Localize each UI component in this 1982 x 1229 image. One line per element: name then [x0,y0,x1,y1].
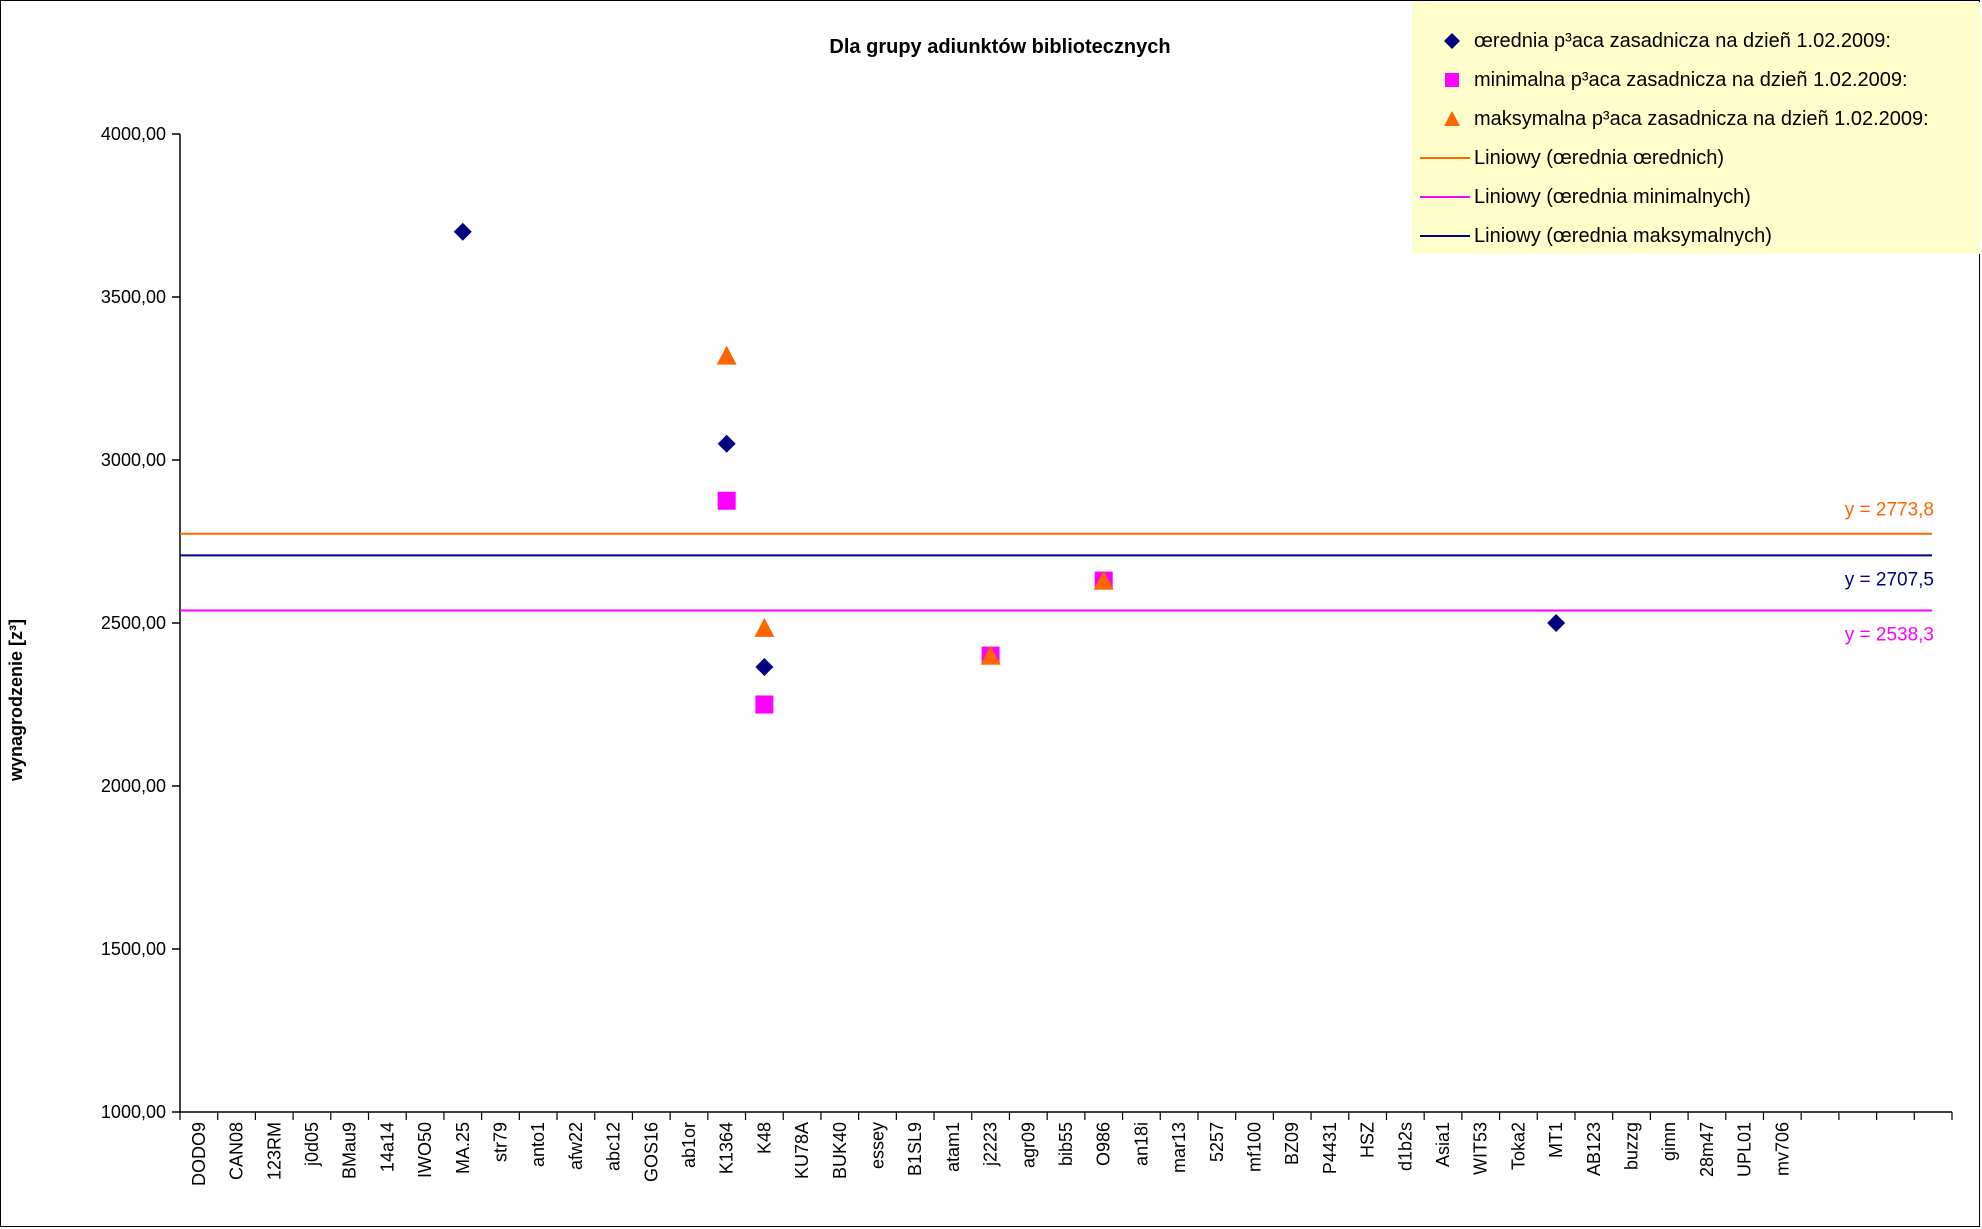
diamond-point [1547,614,1566,632]
x-tick-label: K48 [754,1122,774,1154]
diamond-marker-icon [1444,33,1460,49]
x-tick-label: CAN08 [227,1122,247,1180]
legend-item-minimalna: minimalna p³aca zasadnicza na dzieñ 1.02… [1412,65,1980,95]
triangle-point [1093,570,1114,590]
square-marker-icon [1445,73,1459,87]
legend-label-minimalna: minimalna p³aca zasadnicza na dzieñ 1.02… [1474,69,1908,91]
x-tick-label: MT1 [1546,1122,1566,1158]
x-tick-label: d1b2s [1395,1122,1415,1171]
diamond-point [453,222,472,241]
y-tick-label: 2000,00 [101,776,166,796]
y-tick-label: 2500,00 [101,613,166,633]
triangle-marker-icon [1444,111,1460,126]
x-tick-label: str79 [490,1122,510,1162]
x-tick-label: BMau9 [340,1122,360,1179]
x-tick-label: Toka2 [1508,1122,1528,1170]
x-tick-label: mf100 [1245,1122,1265,1172]
x-tick-label: atam1 [943,1122,963,1172]
x-tick-label: KU78A [792,1122,812,1179]
triangle-point [754,617,775,637]
x-tick-label: 5257 [1207,1122,1227,1162]
legend-item-trend-srednich: Liniowy (œrednia œrednich) [1412,143,1980,173]
trendline-equation-label: y = 2707,5 [1845,569,1934,590]
legend-item-trend-maksymalnych: Liniowy (œrednia maksymalnych) [1412,221,1980,251]
legend-label-trend-maksymalnych: Liniowy (œrednia maksymalnych) [1474,225,1772,247]
x-tick-label: anto1 [528,1122,548,1167]
x-tick-label: ab1or [679,1122,699,1168]
navy-line-icon [1420,235,1470,237]
legend-label-maksymalna: maksymalna p³aca zasadnicza na dzieñ 1.0… [1474,108,1929,130]
legend: œrednia p³aca zasadnicza na dzieñ 1.02.2… [1412,2,1980,254]
square-point [755,695,774,714]
legend-item-trend-minimalnych: Liniowy (œrednia minimalnych) [1412,182,1980,212]
x-tick-label: K1364 [717,1122,737,1174]
x-tick-label: DODO9 [189,1122,209,1186]
x-tick-label: P4431 [1320,1122,1340,1174]
x-tick-label: bib55 [1056,1122,1076,1166]
x-tick-label: IWO50 [415,1122,435,1178]
x-tick-label: BZ09 [1282,1122,1302,1165]
x-tick-label: WIT53 [1471,1122,1491,1175]
x-tick-label: 123RM [264,1122,284,1180]
x-tick-label: j2223 [981,1122,1001,1167]
square-point [717,491,736,510]
triangle-point [716,345,737,365]
x-tick-label: O986 [1094,1122,1114,1166]
x-tick-label: 14a14 [377,1122,397,1172]
x-tick-label: B1SL9 [905,1122,925,1176]
x-tick-label: essey [867,1122,887,1169]
y-tick-label: 1500,00 [101,939,166,959]
triangle-point [980,645,1001,665]
chart-title: Dla grupy adiunktów bibliotecznych [829,36,1171,58]
y-tick-label: 4000,00 [101,124,166,144]
trendline-equation-label: y = 2538,3 [1845,625,1934,646]
x-tick-label: MA.25 [453,1122,473,1174]
x-tick-label: Asia1 [1433,1122,1453,1167]
x-tick-label: gimn [1659,1122,1679,1161]
y-tick-label: 1000,00 [101,1102,166,1122]
x-tick-label: j0d05 [302,1122,322,1167]
x-tick-label: UPL01 [1735,1122,1755,1177]
y-tick-label: 3500,00 [101,287,166,307]
legend-label-trend-minimalnych: Liniowy (œrednia minimalnych) [1474,186,1751,208]
legend-item-maksymalna: maksymalna p³aca zasadnicza na dzieñ 1.0… [1412,104,1980,134]
x-tick-label: BUK40 [830,1122,850,1179]
x-tick-label: an18i [1131,1122,1151,1166]
legend-label-trend-srednich: Liniowy (œrednia œrednich) [1474,147,1725,169]
x-tick-label: GOS16 [641,1122,661,1182]
diamond-point [755,658,774,677]
orange-line-icon [1420,157,1470,159]
legend-item-srednia: œrednia p³aca zasadnicza na dzieñ 1.02.2… [1412,26,1980,56]
diamond-point [717,434,736,453]
x-tick-label: mv706 [1772,1122,1792,1176]
x-tick-label: 28m47 [1697,1122,1717,1177]
trendline-equation-label: y = 2773,8 [1845,500,1934,521]
magenta-line-icon [1420,196,1470,198]
x-tick-label: HSZ [1358,1122,1378,1158]
x-tick-label: AB123 [1584,1122,1604,1176]
x-tick-label: mar13 [1169,1122,1189,1173]
x-tick-label: afw22 [566,1122,586,1170]
y-tick-label: 3000,00 [101,450,166,470]
x-tick-label: buzzg [1622,1122,1642,1170]
x-tick-label: agr09 [1018,1122,1038,1168]
legend-label-srednia: œrednia p³aca zasadnicza na dzieñ 1.02.2… [1474,30,1891,52]
x-tick-label: abc12 [604,1122,624,1171]
